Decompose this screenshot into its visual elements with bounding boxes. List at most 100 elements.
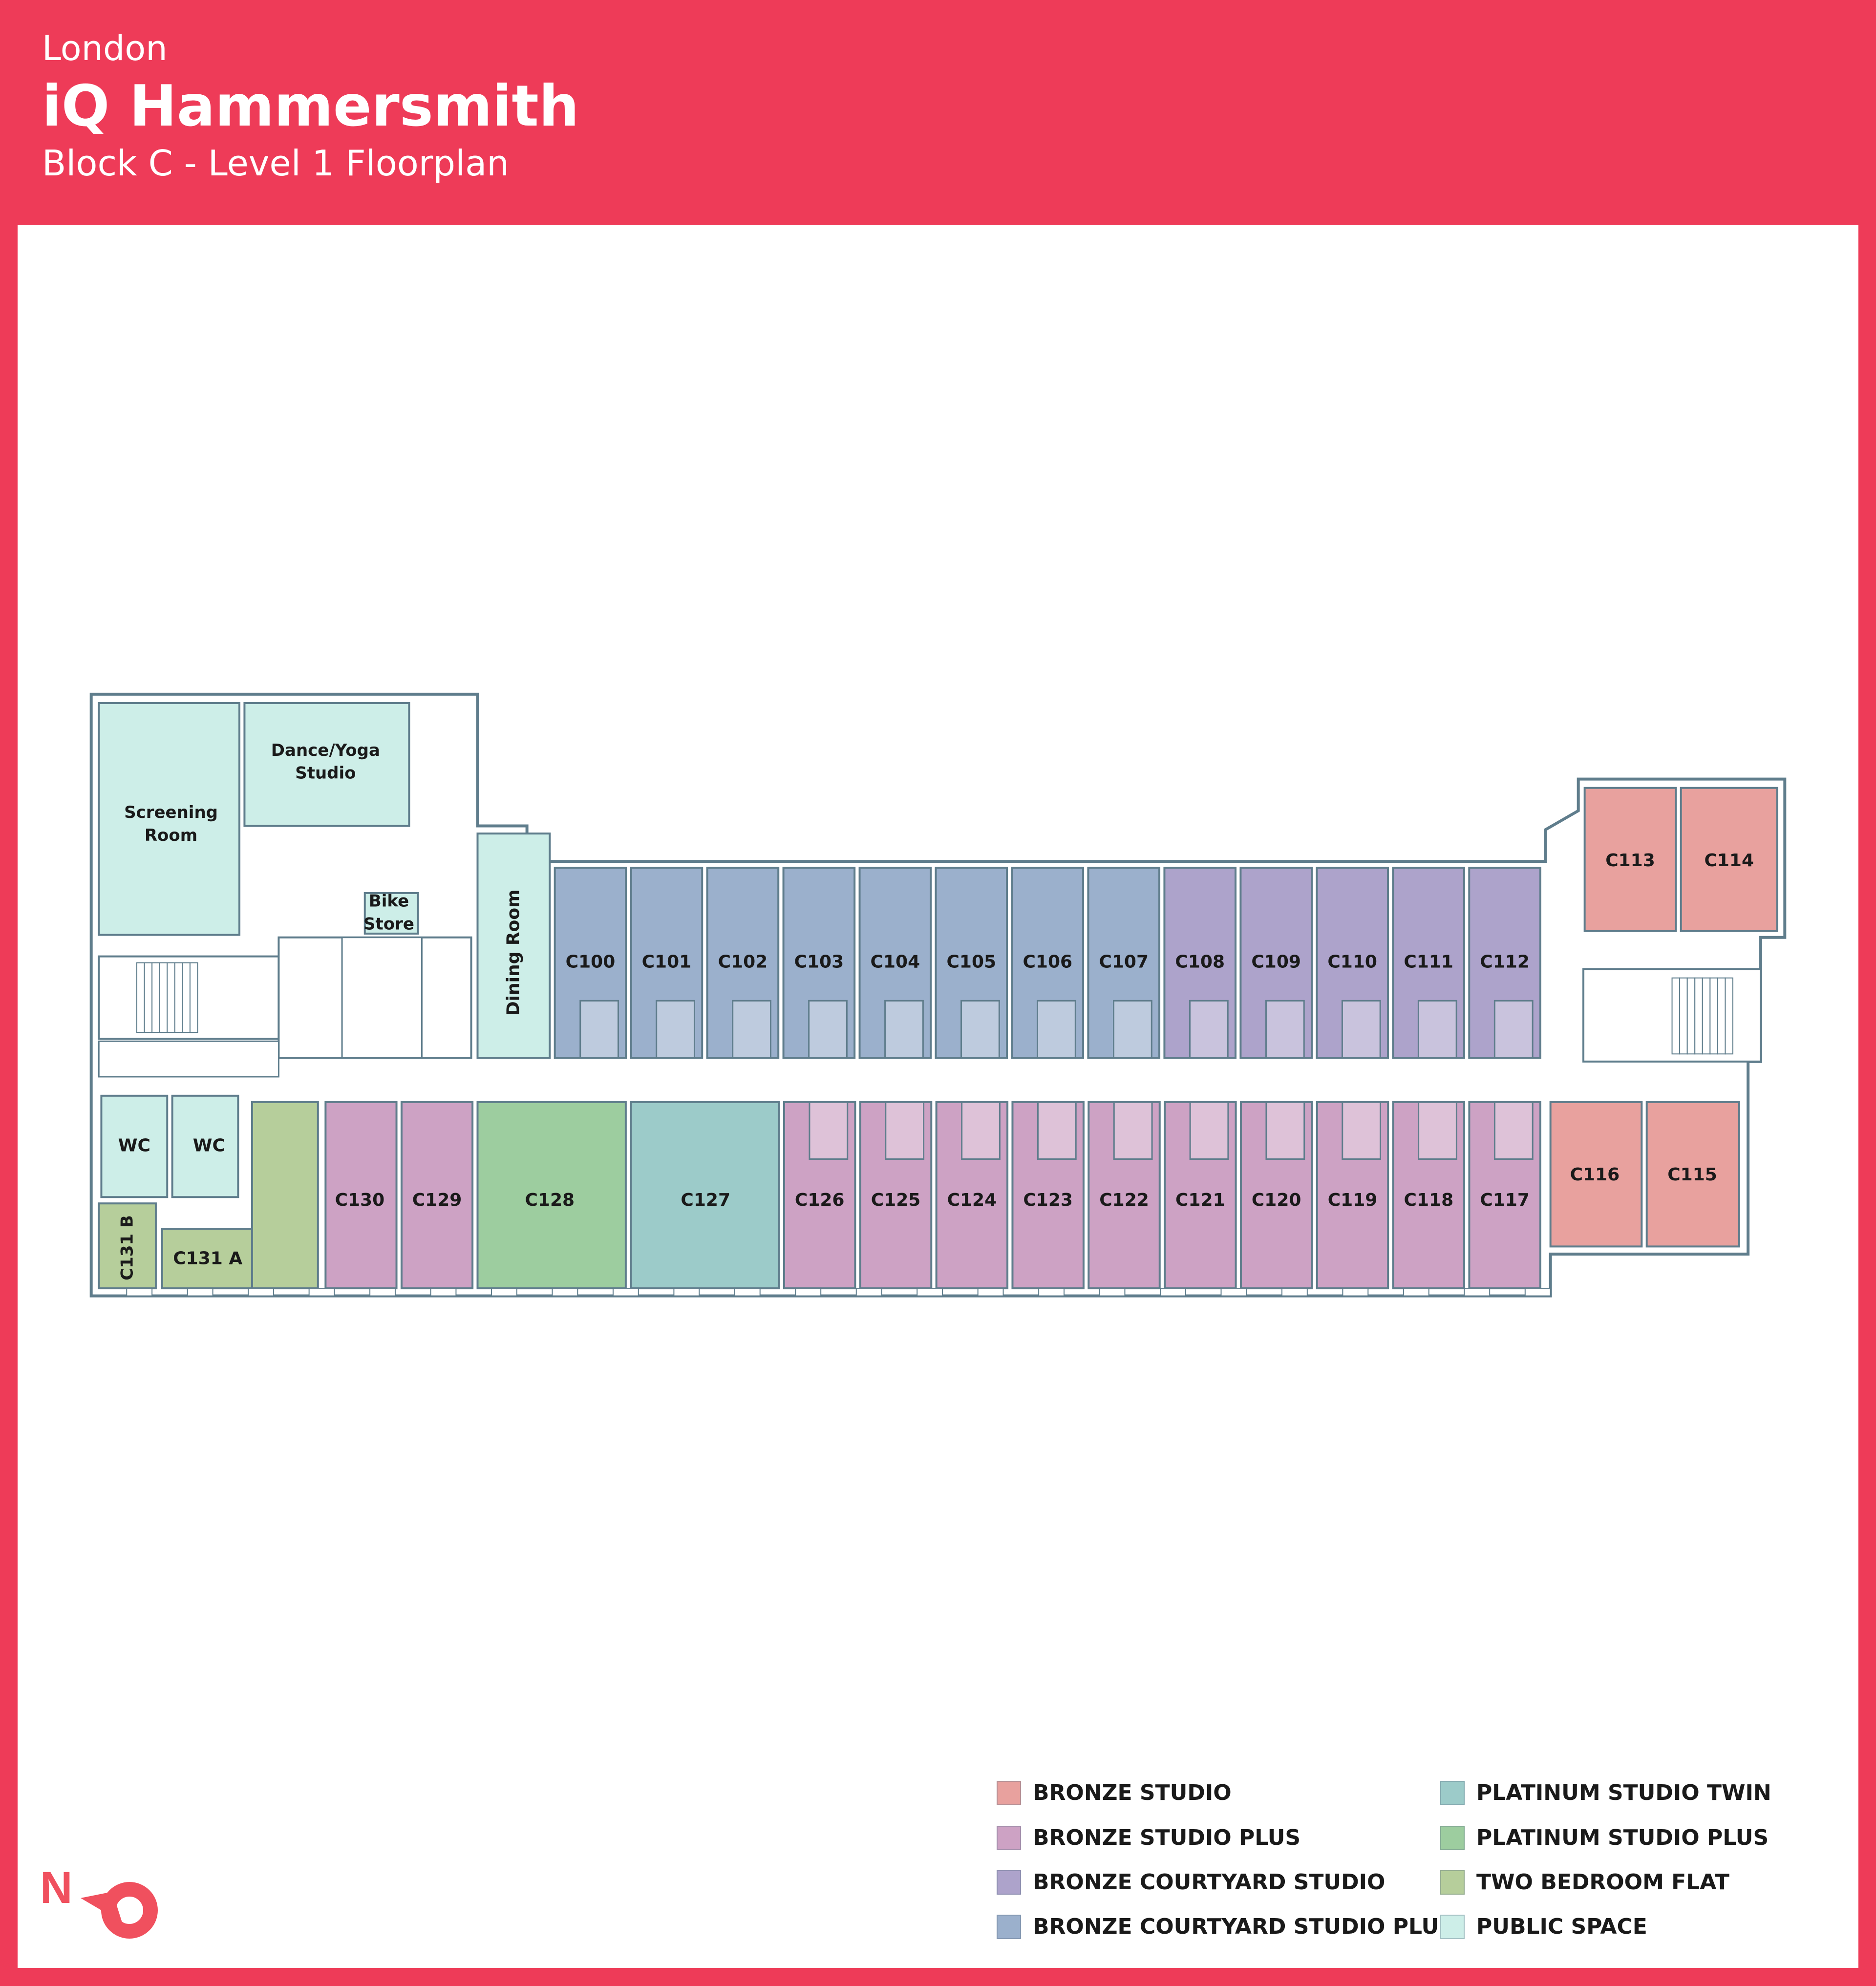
bathroom-pod (884, 1000, 924, 1059)
room-fill (630, 867, 704, 1059)
stair-tread (1725, 977, 1734, 1055)
room-fill (1468, 867, 1541, 1059)
unit-c117[interactable] (1468, 1101, 1541, 1289)
room-fill (1163, 867, 1237, 1059)
unit-c108[interactable] (1163, 867, 1237, 1059)
unit-c103[interactable] (782, 867, 856, 1059)
bathroom-pod (808, 1000, 848, 1059)
room-label: C120 (1252, 1190, 1301, 1210)
room-fill (324, 1101, 398, 1289)
unit-c122[interactable] (1087, 1101, 1161, 1289)
bathroom-pod (809, 1101, 849, 1160)
unit-bike-store[interactable] (363, 892, 419, 935)
room-fill (1645, 1101, 1740, 1248)
window (308, 1287, 335, 1297)
unit-dance-yoga-studio[interactable] (243, 702, 410, 827)
unit-c127[interactable] (630, 1101, 780, 1289)
room-fill (858, 867, 932, 1059)
room-label: C100 (566, 952, 616, 972)
window (1464, 1287, 1491, 1297)
legend-swatch (997, 1870, 1021, 1895)
unit-c102[interactable] (706, 867, 780, 1059)
unit-c101[interactable] (630, 867, 704, 1059)
unit-c130[interactable] (324, 1101, 398, 1289)
unit-space[interactable] (251, 1101, 319, 1289)
room-fill (100, 1094, 169, 1198)
unit-c126[interactable] (783, 1101, 856, 1289)
room-label: C127 (681, 1190, 730, 1210)
room-label: C131 A (173, 1248, 242, 1268)
room-label: WC (118, 1136, 150, 1156)
room-fill (171, 1094, 239, 1198)
legend-item: BRONZE COURTYARD STUDIO PLUS (997, 1914, 1454, 1939)
unit-c112[interactable] (1468, 867, 1541, 1059)
unit-c113[interactable] (1583, 787, 1677, 932)
legend-item: BRONZE STUDIO PLUS (997, 1825, 1300, 1850)
room-fill (476, 833, 551, 1059)
legend-item: PUBLIC SPACE (1440, 1914, 1647, 1939)
unit-c106[interactable] (1011, 867, 1085, 1059)
room-label: C104 (871, 952, 920, 972)
window (1038, 1287, 1065, 1297)
unit-c121[interactable] (1164, 1101, 1237, 1289)
unit-c110[interactable] (1316, 867, 1389, 1059)
stair-tread (1694, 977, 1703, 1055)
room-fill (1316, 1101, 1389, 1289)
room-label: WC (193, 1136, 225, 1156)
room-label: C122 (1099, 1190, 1149, 1210)
legend-swatch (997, 1780, 1021, 1805)
unit-c111[interactable] (1392, 867, 1465, 1059)
unit-c124[interactable] (935, 1101, 1009, 1289)
unit-c100[interactable] (554, 867, 627, 1059)
room-fill (859, 1101, 933, 1289)
window (126, 1287, 153, 1297)
stair-tread (174, 962, 183, 1033)
room-fill (554, 867, 627, 1059)
room-fill (1316, 867, 1389, 1059)
room-label-line: Screening (124, 803, 218, 822)
room-label: C124 (947, 1190, 997, 1210)
unit-wc[interactable] (171, 1094, 239, 1198)
unit-c120[interactable] (1239, 1101, 1313, 1289)
unit-c115[interactable] (1645, 1101, 1740, 1248)
bathroom-pod (1037, 1101, 1077, 1160)
legend-item: PLATINUM STUDIO TWIN (1440, 1780, 1771, 1805)
window (552, 1287, 578, 1297)
room-label-line: Bike (369, 892, 409, 911)
stair-tread (144, 962, 153, 1033)
room-label: C107 (1099, 952, 1149, 972)
room-label: C112 (1480, 952, 1530, 972)
window (187, 1287, 213, 1297)
page-title: iQ Hammersmith (42, 73, 579, 139)
unit-wc[interactable] (100, 1094, 169, 1198)
unit-c114[interactable] (1680, 787, 1778, 932)
unit-c104[interactable] (858, 867, 932, 1059)
legend-label: BRONZE COURTYARD STUDIO (1033, 1870, 1386, 1895)
unit-c123[interactable] (1011, 1101, 1085, 1289)
window (1281, 1287, 1308, 1297)
unit-c109[interactable] (1239, 867, 1313, 1059)
legend-swatch (997, 1914, 1021, 1939)
room-fill (476, 1101, 627, 1289)
room-fill (243, 702, 410, 827)
unit-screening-room[interactable] (98, 702, 241, 936)
unit-c131-a[interactable] (161, 1228, 253, 1289)
unit-c118[interactable] (1392, 1101, 1466, 1289)
room-label: C102 (718, 952, 768, 972)
unit-c107[interactable] (1087, 867, 1161, 1059)
unit-c128[interactable] (476, 1101, 627, 1289)
room-fill (706, 867, 780, 1059)
unit-c116[interactable] (1549, 1101, 1643, 1248)
unit-c125[interactable] (859, 1101, 933, 1289)
service-room (341, 937, 423, 1059)
unit-c129[interactable] (400, 1101, 474, 1289)
unit-c119[interactable] (1316, 1101, 1389, 1289)
room-fill (1392, 867, 1465, 1059)
unit-dining-room[interactable] (476, 833, 551, 1059)
window (1099, 1287, 1126, 1297)
window (1403, 1287, 1429, 1297)
window (1160, 1287, 1186, 1297)
unit-c105[interactable] (935, 867, 1008, 1059)
room-label: C118 (1404, 1190, 1454, 1210)
